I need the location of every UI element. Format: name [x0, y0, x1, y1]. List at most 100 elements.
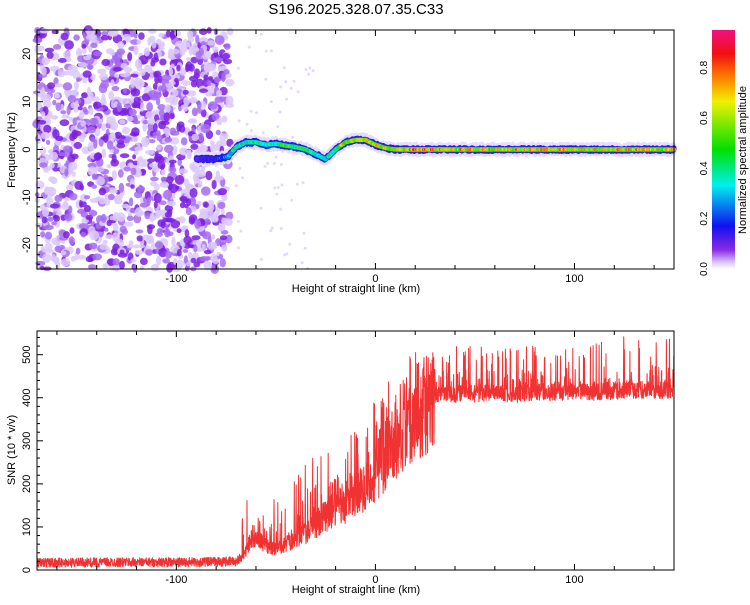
noise-blob — [77, 51, 83, 56]
noise-blob — [168, 80, 176, 86]
noise-blob — [110, 121, 119, 131]
noise-blob — [183, 235, 192, 245]
noise-blob — [213, 76, 221, 84]
noise-blob — [44, 242, 53, 251]
noise-blob — [170, 219, 181, 229]
noise-blob — [112, 258, 120, 266]
noise-blob — [301, 181, 305, 185]
noise-blob — [183, 96, 190, 106]
noise-blob — [140, 195, 146, 205]
noise-blob — [197, 180, 203, 188]
noise-blob — [134, 249, 143, 255]
noise-blob — [279, 163, 283, 166]
noise-blob — [225, 211, 234, 221]
noise-blob — [77, 209, 87, 214]
noise-blob — [45, 248, 55, 254]
colorbar-tick-label: 0.6 — [699, 111, 710, 125]
noise-blob — [139, 202, 149, 208]
noise-blob — [70, 153, 79, 160]
noise-blob — [42, 207, 50, 217]
noise-blob — [143, 47, 150, 57]
noise-blob — [133, 244, 140, 249]
noise-blob — [80, 201, 87, 208]
noise-blob — [285, 252, 289, 256]
noise-blob — [219, 258, 226, 268]
noise-blob — [36, 45, 45, 52]
noise-blob — [77, 254, 87, 260]
noise-blob — [158, 248, 168, 258]
noise-blob — [136, 185, 146, 193]
noise-blob — [165, 250, 172, 259]
noise-blob — [214, 95, 224, 105]
noise-blob — [162, 217, 173, 222]
noise-blob — [222, 53, 230, 60]
colorbar-tick-label: 0.4 — [699, 161, 710, 175]
noise-blob — [105, 234, 114, 239]
noise-blob — [77, 62, 88, 68]
noise-blob — [221, 243, 228, 252]
noise-blob — [69, 193, 78, 201]
snr-line — [36, 336, 675, 568]
noise-blob — [40, 94, 48, 101]
noise-blob — [41, 111, 46, 118]
noise-blob — [130, 258, 136, 263]
noise-blob — [156, 255, 162, 266]
noise-blob — [158, 109, 165, 118]
noise-blob — [188, 45, 193, 56]
noise-blob — [169, 137, 179, 145]
noise-blob — [117, 41, 125, 49]
noise-blob — [152, 123, 158, 132]
noise-blob — [212, 46, 219, 53]
noise-blob — [157, 50, 162, 58]
noise-blob — [55, 259, 61, 270]
noise-blob — [100, 80, 109, 89]
noise-blob — [171, 237, 176, 247]
noise-blob — [180, 137, 188, 146]
noise-blob — [71, 171, 76, 177]
noise-blob — [126, 215, 134, 221]
noise-blob — [217, 223, 226, 232]
noise-blob — [200, 41, 207, 46]
noise-blob — [35, 222, 43, 228]
noise-blob — [219, 235, 228, 241]
noise-blob — [154, 151, 159, 158]
y-tick-label: 500 — [21, 346, 33, 364]
noise-blob — [168, 155, 174, 161]
noise-blob — [80, 231, 86, 238]
noise-blob — [101, 58, 110, 67]
noise-blob — [130, 78, 135, 89]
noise-blob — [85, 35, 93, 40]
noise-blob — [176, 228, 182, 234]
noise-blob — [98, 187, 107, 196]
noise-blob — [300, 261, 304, 265]
noise-blob — [130, 167, 137, 176]
noise-blob — [88, 107, 94, 115]
noise-blob — [78, 222, 89, 230]
noise-blob — [134, 146, 144, 152]
noise-blob — [40, 86, 45, 96]
noise-blob — [173, 77, 179, 88]
noise-blob — [164, 204, 173, 212]
noise-blob — [101, 148, 107, 159]
noise-blob — [179, 67, 187, 76]
noise-blob — [63, 231, 70, 239]
noise-blob — [162, 258, 170, 264]
y-tick-label: 0 — [21, 567, 33, 573]
noise-blob — [182, 249, 189, 253]
noise-blob — [225, 95, 234, 106]
noise-blob — [115, 196, 123, 205]
noise-blob — [193, 261, 201, 268]
noise-blob — [72, 69, 81, 80]
noise-blob — [161, 83, 167, 93]
noise-blob — [116, 142, 126, 149]
noise-blob — [164, 136, 173, 143]
noise-blob — [261, 131, 265, 135]
noise-blob — [88, 264, 97, 270]
noise-blob — [91, 184, 98, 189]
chart-title: S196.2025.328.07.35.C33 — [268, 1, 443, 18]
noise-blob — [40, 131, 51, 140]
noise-blob — [41, 66, 47, 76]
noise-blob — [255, 111, 258, 115]
noise-blob — [153, 156, 162, 162]
noise-blob — [199, 144, 208, 153]
